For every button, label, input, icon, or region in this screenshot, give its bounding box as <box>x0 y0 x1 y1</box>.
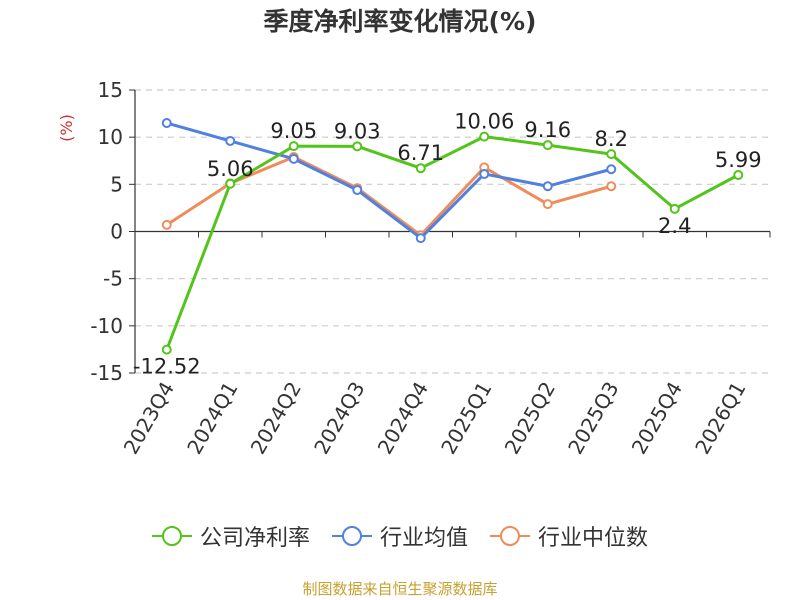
series-line <box>166 121 612 240</box>
x-tick-label: 2024Q3 <box>309 378 369 459</box>
data-label: 8.2 <box>595 127 628 151</box>
data-point[interactable] <box>161 219 172 230</box>
y-tick-label: 10 <box>98 125 123 149</box>
data-point[interactable] <box>161 118 172 129</box>
legend-label: 行业中位数 <box>538 526 649 551</box>
series-lines <box>161 118 744 355</box>
x-tick-label: 2024Q1 <box>182 378 242 459</box>
data-point[interactable] <box>542 199 553 210</box>
data-label: 9.16 <box>524 118 571 142</box>
data-point[interactable] <box>606 164 617 175</box>
legend-item-industry-mean[interactable]: 行业均值 <box>331 520 468 552</box>
y-axis-title: (%) <box>57 114 76 142</box>
legend: 公司净利率 行业均值 行业中位数 <box>0 520 800 552</box>
legend-item-industry-median[interactable]: 行业中位数 <box>490 520 648 552</box>
data-label: 5.99 <box>715 148 762 172</box>
chart-title: 季度净利率变化情况(%) <box>263 7 537 36</box>
data-point[interactable] <box>161 344 172 355</box>
legend-marker-icon <box>331 524 372 548</box>
data-point[interactable] <box>352 184 363 195</box>
legend-marker-icon <box>151 524 192 548</box>
y-tick-label: -10 <box>90 314 123 338</box>
y-tick-label: -5 <box>103 267 123 291</box>
data-point[interactable] <box>669 203 680 214</box>
data-point[interactable] <box>479 168 490 179</box>
x-tick-label: 2024Q2 <box>246 378 306 459</box>
legend-label: 公司净利率 <box>199 526 310 551</box>
y-tick-label: 5 <box>110 172 123 196</box>
data-label: 10.06 <box>454 110 514 134</box>
data-label: 9.03 <box>334 119 381 143</box>
data-label: 5.06 <box>207 157 254 181</box>
data-point[interactable] <box>225 178 236 189</box>
data-point[interactable] <box>288 153 299 164</box>
data-point[interactable] <box>415 163 426 174</box>
data-labels: -12.52 5.06 9.05 9.03 6.71 10.06 9.16 8.2 2.4 5.9… <box>133 110 762 379</box>
data-point[interactable] <box>542 140 553 151</box>
data-point[interactable] <box>415 233 426 244</box>
data-point[interactable] <box>542 181 553 192</box>
legend-marker-icon <box>490 524 530 548</box>
y-tick-label: 0 <box>110 220 123 244</box>
data-label: 9.05 <box>270 119 317 143</box>
grid-lines <box>135 89 770 374</box>
y-tick-label: -15 <box>90 361 123 385</box>
x-tick-label: 2023Q4 <box>119 378 179 459</box>
x-tick-label: 2025Q1 <box>436 378 496 459</box>
data-point[interactable] <box>606 149 617 160</box>
data-point[interactable] <box>225 135 236 146</box>
data-point[interactable] <box>479 131 490 142</box>
y-tick-label: 15 <box>98 78 123 102</box>
data-point[interactable] <box>733 169 744 180</box>
data-point[interactable] <box>606 181 617 192</box>
series-line <box>165 135 739 351</box>
legend-item-company[interactable]: 公司净利率 <box>151 520 310 552</box>
source-note: 制图数据来自恒生聚源数据库 <box>302 580 498 598</box>
data-label: 2.4 <box>658 214 691 238</box>
data-point[interactable] <box>352 141 363 152</box>
x-tick-label: 2025Q3 <box>563 378 623 459</box>
data-point[interactable] <box>288 141 299 152</box>
x-tick-label: 2026Q1 <box>690 378 750 459</box>
x-tick-label: 2024Q4 <box>373 378 433 459</box>
x-tick-label: 2025Q2 <box>500 378 560 459</box>
x-tick-label: 2025Q4 <box>627 378 687 459</box>
legend-label: 行业均值 <box>379 526 468 551</box>
data-label: -12.52 <box>133 355 201 379</box>
data-label: 6.71 <box>397 141 444 165</box>
